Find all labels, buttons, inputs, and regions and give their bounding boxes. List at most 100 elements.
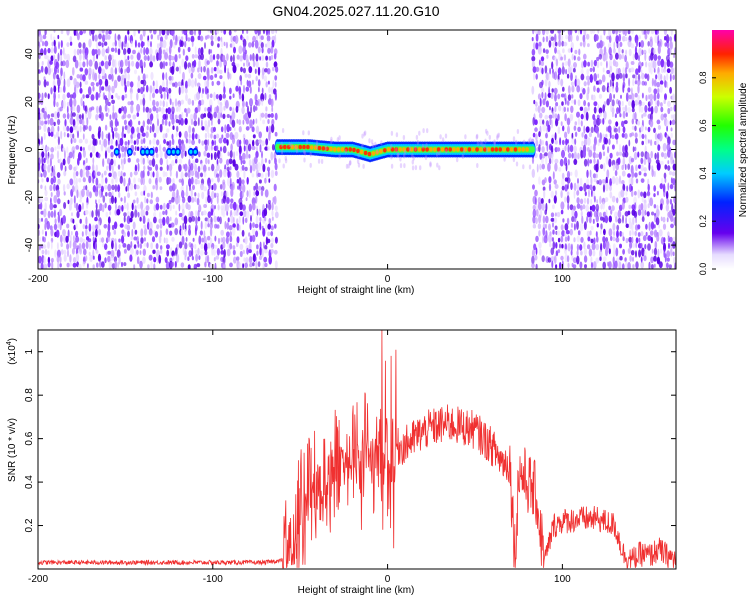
noise-cell: [57, 118, 61, 126]
noise-cell: [258, 86, 260, 93]
noise-cell: [582, 149, 586, 159]
noise-cell: [78, 42, 82, 49]
noise-cell: [627, 248, 631, 254]
noise-cell: [231, 136, 236, 145]
noise-cell: [165, 237, 169, 244]
noise-cell: [53, 91, 56, 101]
noise-cell: [120, 78, 125, 87]
noise-cell: [621, 201, 625, 210]
noise-cell: [571, 53, 574, 61]
noise-cell: [553, 179, 557, 185]
noise-cell: [268, 86, 271, 93]
noise-cell: [596, 56, 600, 62]
noise-cell: [89, 191, 92, 199]
noise-cell: [155, 203, 160, 211]
noise-cell: [632, 264, 635, 269]
noise-cell: [94, 241, 97, 251]
noise-cell: [592, 249, 596, 257]
noise-cell: [570, 171, 573, 176]
colorbar: 0.00.20.40.60.8 Normalized spectral ampl…: [698, 30, 749, 275]
noise-cell: [96, 53, 99, 60]
noise-cell: [616, 41, 619, 49]
noise-cell: [240, 155, 243, 165]
noise-cell: [667, 136, 671, 146]
noise-cell: [531, 156, 535, 165]
noise-cell: [75, 165, 78, 170]
noise-cell: [230, 143, 233, 152]
noise-cell: [565, 162, 568, 172]
noise-cell: [229, 95, 232, 100]
noise-cell: [648, 162, 651, 171]
noise-cell: [190, 118, 194, 126]
noise-cell: [573, 223, 576, 231]
noise-cell: [259, 246, 262, 256]
noise-cell: [200, 243, 204, 250]
noise-cell: [268, 218, 272, 225]
noise-cell: [83, 248, 87, 256]
noise-cell: [248, 154, 251, 159]
noise-cell: [638, 47, 643, 57]
noise-cell: [627, 40, 632, 48]
noise-cell: [574, 169, 578, 178]
noise-cell: [97, 152, 101, 159]
noise-cell: [267, 113, 271, 118]
noise-cell: [535, 139, 539, 147]
noise-cell: [615, 73, 620, 80]
noise-cell: [653, 93, 657, 102]
noise-cell: [638, 65, 641, 73]
noise-cell: [650, 30, 655, 35]
noise-cell: [590, 126, 594, 133]
noise-cell: [72, 257, 77, 263]
noise-cell: [121, 94, 125, 101]
noise-cell: [270, 98, 274, 108]
noise-cell: [71, 248, 75, 255]
noise-cell: [103, 170, 107, 176]
noise-cell: [548, 223, 551, 231]
noise-cell: [606, 35, 610, 40]
noise-cell: [560, 255, 564, 261]
noise-cell: [236, 170, 240, 178]
noise-cell: [672, 236, 676, 243]
noise-cell: [140, 191, 144, 197]
noise-cell: [79, 48, 82, 55]
noise-cell: [149, 139, 152, 145]
noise-cell: [81, 188, 85, 198]
noise-cell: [91, 133, 95, 140]
noise-cell: [242, 152, 246, 160]
noise-cell: [94, 60, 98, 70]
noise-cell: [87, 263, 89, 269]
noise-cell: [55, 229, 60, 238]
noise-cell: [667, 149, 671, 158]
noise-cell: [203, 113, 207, 118]
noise-cell: [188, 159, 191, 167]
noise-cell: [635, 250, 637, 258]
noise-cell: [85, 240, 89, 250]
noise-cell: [38, 125, 42, 130]
noise-cell: [165, 113, 168, 121]
noise-cell: [66, 183, 70, 190]
signal-spread: [390, 130, 394, 136]
noise-cell: [634, 80, 638, 85]
noise-cell: [178, 203, 181, 212]
noise-cell: [248, 62, 251, 67]
noise-cell: [567, 139, 569, 144]
noise-cell: [255, 151, 259, 158]
noise-cell: [95, 249, 99, 254]
noise-cell: [628, 236, 633, 243]
noise-cell: [203, 186, 207, 192]
signal-peak: [525, 147, 529, 152]
noise-cell: [666, 250, 671, 258]
noise-cell: [611, 107, 615, 115]
noise-cell: [136, 158, 140, 164]
noise-cell: [130, 247, 134, 255]
noise-cell: [660, 106, 664, 113]
noise-cell: [553, 71, 558, 81]
noise-cell: [234, 131, 239, 140]
signal-spread: [414, 165, 418, 171]
noise-cell: [643, 112, 647, 117]
noise-cell: [270, 45, 274, 54]
noise-cell: [222, 181, 226, 191]
noise-cell: [641, 101, 645, 106]
signal-spread: [529, 137, 532, 143]
noise-cell: [193, 59, 197, 68]
